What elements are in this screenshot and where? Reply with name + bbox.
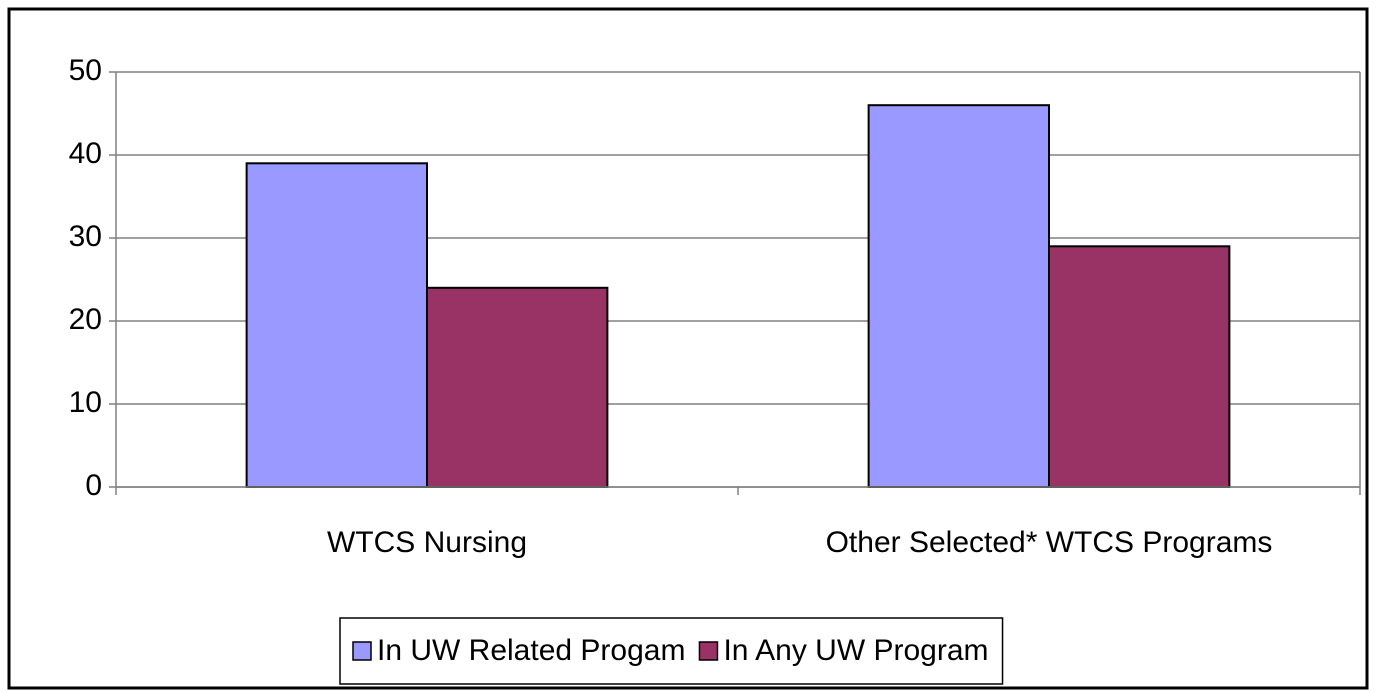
bar [426,286,609,488]
bar [245,162,428,489]
y-tick-label: 0 [85,469,102,502]
legend-swatch [698,641,719,661]
y-tick-label: 40 [69,137,102,170]
y-tick-label: 30 [69,220,102,253]
x-tick-label: WTCS Nursing [327,526,527,559]
legend-swatch [352,641,372,661]
x-tick-label: Other Selected* WTCS Programs [826,526,1273,559]
y-tick-label: 50 [69,54,102,87]
y-tick-label: 10 [69,386,102,419]
legend-box [339,617,1004,685]
bar [867,104,1050,488]
legend-label: In UW Related Progam [377,634,685,667]
legend-label: In Any UW Program [723,634,988,667]
bar [1048,245,1231,488]
y-tick-label: 20 [69,303,102,336]
